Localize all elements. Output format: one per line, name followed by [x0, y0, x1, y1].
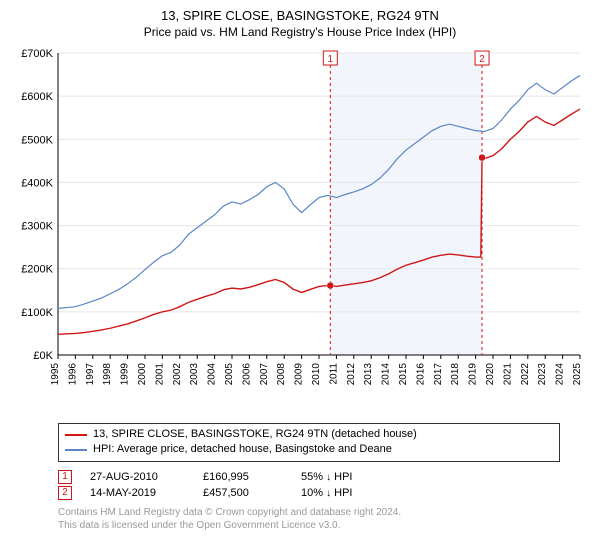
event-row: 2 14-MAY-2019 £457,500 10% ↓ HPI	[58, 486, 560, 500]
legend: 13, SPIRE CLOSE, BASINGSTOKE, RG24 9TN (…	[58, 423, 560, 462]
svg-text:1999: 1999	[120, 363, 131, 386]
legend-item: HPI: Average price, detached house, Basi…	[65, 442, 553, 457]
svg-text:2022: 2022	[520, 363, 531, 386]
svg-text:2009: 2009	[294, 363, 305, 386]
svg-text:1996: 1996	[67, 363, 78, 386]
svg-text:2001: 2001	[154, 363, 165, 386]
svg-text:2016: 2016	[415, 363, 426, 386]
svg-text:2: 2	[479, 54, 485, 65]
event-price: £160,995	[203, 471, 283, 483]
svg-text:2013: 2013	[363, 363, 374, 386]
svg-text:2025: 2025	[572, 363, 583, 386]
footer-line: This data is licensed under the Open Gov…	[58, 519, 560, 532]
event-date: 14-MAY-2019	[90, 487, 185, 499]
svg-text:2004: 2004	[207, 363, 218, 386]
svg-text:2011: 2011	[328, 363, 339, 385]
legend-swatch	[65, 434, 87, 436]
legend-label: HPI: Average price, detached house, Basi…	[93, 442, 392, 457]
svg-text:1997: 1997	[85, 363, 96, 386]
svg-text:2023: 2023	[537, 363, 548, 386]
svg-text:2015: 2015	[398, 363, 409, 386]
event-date: 27-AUG-2010	[90, 471, 185, 483]
svg-text:£400K: £400K	[21, 177, 53, 189]
svg-text:2007: 2007	[259, 363, 270, 386]
svg-text:£200K: £200K	[21, 264, 53, 276]
event-pct: 55% ↓ HPI	[301, 471, 352, 483]
legend-swatch	[65, 449, 87, 451]
svg-text:£300K: £300K	[21, 221, 53, 233]
svg-text:2018: 2018	[450, 363, 461, 386]
svg-text:£0K: £0K	[33, 350, 53, 362]
svg-text:£500K: £500K	[21, 134, 53, 146]
chart-container: 13, SPIRE CLOSE, BASINGSTOKE, RG24 9TN P…	[0, 0, 600, 560]
footer-text: Contains HM Land Registry data © Crown c…	[58, 506, 560, 532]
svg-text:2008: 2008	[276, 363, 287, 386]
svg-text:2019: 2019	[468, 363, 479, 386]
svg-text:2017: 2017	[433, 363, 444, 386]
event-marker: 2	[58, 486, 72, 500]
svg-text:2002: 2002	[172, 363, 183, 386]
svg-text:2003: 2003	[189, 363, 200, 386]
svg-text:2005: 2005	[224, 363, 235, 386]
svg-text:2024: 2024	[555, 363, 566, 386]
svg-text:2010: 2010	[311, 363, 322, 386]
svg-text:£600K: £600K	[21, 91, 53, 103]
page-subtitle: Price paid vs. HM Land Registry's House …	[10, 25, 590, 39]
legend-label: 13, SPIRE CLOSE, BASINGSTOKE, RG24 9TN (…	[93, 427, 417, 442]
down-arrow-icon: ↓	[326, 488, 331, 499]
svg-text:£700K: £700K	[21, 48, 53, 60]
svg-text:1: 1	[328, 54, 334, 65]
event-price: £457,500	[203, 487, 283, 499]
legend-item: 13, SPIRE CLOSE, BASINGSTOKE, RG24 9TN (…	[65, 427, 553, 442]
event-marker: 1	[58, 470, 72, 484]
svg-text:2000: 2000	[137, 363, 148, 386]
svg-text:2006: 2006	[241, 363, 252, 386]
footer-line: Contains HM Land Registry data © Crown c…	[58, 506, 560, 519]
line-chart: £0K £100K £200K £300K £400K £500K £600K £700K 19…	[10, 45, 590, 415]
svg-text:1998: 1998	[102, 363, 113, 386]
svg-text:£100K: £100K	[21, 307, 53, 319]
svg-text:1995: 1995	[50, 363, 61, 386]
svg-text:2020: 2020	[485, 363, 496, 386]
svg-text:2021: 2021	[502, 363, 513, 386]
down-arrow-icon: ↓	[326, 472, 331, 483]
svg-text:2014: 2014	[381, 363, 392, 386]
page-title: 13, SPIRE CLOSE, BASINGSTOKE, RG24 9TN	[10, 8, 590, 23]
svg-text:2012: 2012	[346, 363, 357, 386]
event-pct: 10% ↓ HPI	[301, 487, 352, 499]
event-row: 1 27-AUG-2010 £160,995 55% ↓ HPI	[58, 470, 560, 484]
